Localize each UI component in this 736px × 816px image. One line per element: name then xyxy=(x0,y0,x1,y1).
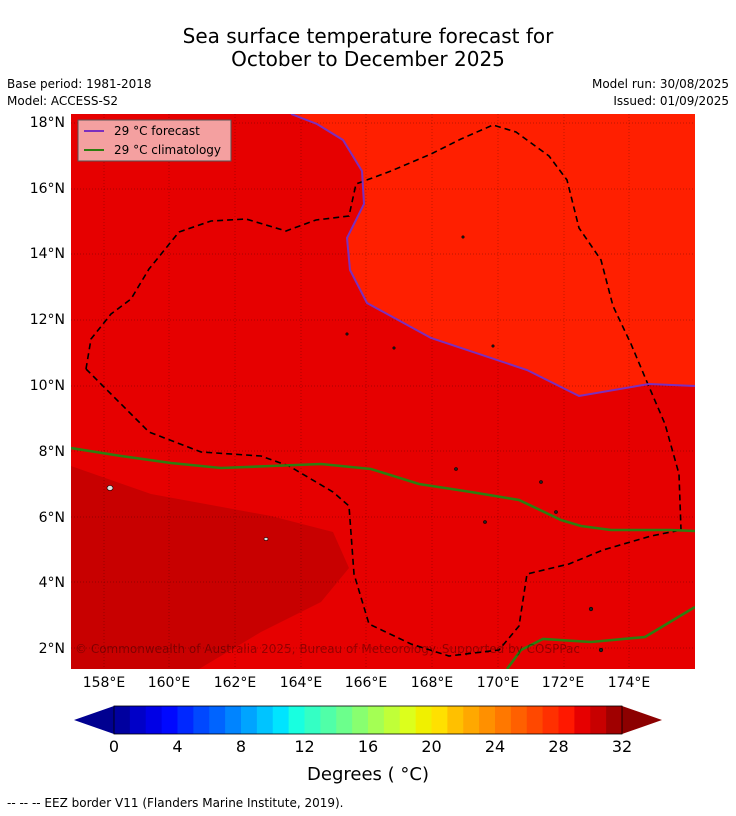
map-legend: 29 °C forecast 29 °C climatology xyxy=(77,119,232,162)
colorbar-segment xyxy=(241,706,258,734)
colorbar-segment xyxy=(415,706,433,734)
colorbar-segment xyxy=(606,706,623,734)
chart-title-line2: October to December 2025 xyxy=(231,47,505,71)
lon-tick-label: 172°E xyxy=(541,675,585,691)
lat-tick-label: 6°N xyxy=(38,510,65,526)
lat-tick-label: 8°N xyxy=(38,444,65,460)
colorbar-segment xyxy=(399,706,417,734)
lon-tick-label: 162°E xyxy=(213,675,257,691)
colorbar-segment xyxy=(336,706,353,734)
lat-tick-label: 14°N xyxy=(29,246,65,262)
lat-tick-label: 2°N xyxy=(38,641,65,657)
model-name: Model: ACCESS-S2 xyxy=(7,94,119,108)
colorbar-segment xyxy=(129,706,147,734)
colorbar-tick-label: 12 xyxy=(294,737,315,756)
lon-tick-label: 158°E xyxy=(82,675,126,691)
colorbar-segment xyxy=(447,706,464,734)
colorbar-segment xyxy=(383,706,401,734)
colorbar-segment xyxy=(193,706,210,734)
colorbar-tick-label: 28 xyxy=(548,737,569,756)
colorbar-segment xyxy=(558,706,575,734)
colorbar xyxy=(74,705,662,735)
colorbar-tick-label: 16 xyxy=(357,737,379,756)
eez-footnote: -- -- -- EEZ border V11 (Flanders Marine… xyxy=(7,796,344,810)
colorbar-tick-label: 4 xyxy=(172,737,183,756)
colorbar-title: Degrees ( °C) xyxy=(307,764,429,785)
legend-forecast-label: 29 °C forecast xyxy=(114,124,200,138)
sst-fill-cooler xyxy=(71,466,349,669)
colorbar-segment xyxy=(590,706,607,734)
colorbar-segment xyxy=(542,706,560,734)
colorbar-segment xyxy=(495,706,512,734)
colorbar-segment xyxy=(288,706,306,734)
base-period: Base period: 1981-2018 xyxy=(7,77,152,91)
forecast-29c-contour xyxy=(290,114,695,398)
islands xyxy=(106,235,604,653)
map-canvas: 29 °C forecast 29 °C climatology © Commo… xyxy=(71,114,695,669)
lon-tick-label: 160°E xyxy=(147,675,191,691)
lat-tick-label: 18°N xyxy=(29,115,65,131)
colorbar-segment xyxy=(352,706,369,734)
colorbar-under-arrow xyxy=(74,706,114,734)
lat-tick-label: 4°N xyxy=(38,575,65,591)
colorbar-segment xyxy=(256,706,274,734)
colorbar-segment xyxy=(145,706,163,734)
sst-map: 29 °C forecast 29 °C climatology © Commo… xyxy=(71,114,695,669)
gridlines xyxy=(71,114,695,669)
colorbar-segment xyxy=(479,706,496,734)
climatology-29c-contour xyxy=(71,446,695,533)
colorbar-segment xyxy=(431,706,448,734)
colorbar-segment xyxy=(209,706,226,734)
lon-tick-label: 168°E xyxy=(410,675,454,691)
colorbar-segment xyxy=(114,706,131,734)
colorbar-segments xyxy=(114,706,623,734)
colorbar-segment xyxy=(161,706,179,734)
colorbar-tick-label: 8 xyxy=(235,737,247,756)
legend-climatology-label: 29 °C climatology xyxy=(114,143,221,157)
issued-date: Issued: 01/09/2025 xyxy=(613,94,729,108)
colorbar-segment xyxy=(526,706,544,734)
colorbar-segment xyxy=(510,706,528,734)
lat-tick-label: 10°N xyxy=(29,378,65,394)
model-run: Model run: 30/08/2025 xyxy=(591,77,729,91)
colorbar-segment xyxy=(304,706,321,734)
sst-fill-hotter xyxy=(291,114,695,396)
lon-tick-label: 166°E xyxy=(344,675,388,691)
colorbar-segment xyxy=(177,706,194,734)
lon-tick-label: 170°E xyxy=(476,675,520,691)
chart-title-line1: Sea surface temperature forecast for xyxy=(182,24,554,48)
colorbar-segment xyxy=(368,706,385,734)
colorbar-tick-label: 32 xyxy=(611,737,633,756)
colorbar-segment xyxy=(320,706,337,734)
colorbar-tick-label: 24 xyxy=(484,737,506,756)
colorbar-segment xyxy=(574,706,591,734)
eez-borders xyxy=(85,124,682,657)
copyright-watermark: © Commonwealth of Australia 2025, Bureau… xyxy=(75,642,580,656)
lon-tick-label: 164°E xyxy=(279,675,323,691)
colorbar-over-arrow xyxy=(622,706,662,734)
lon-tick-label: 174°E xyxy=(607,675,651,691)
colorbar-segment xyxy=(272,706,290,734)
lat-tick-label: 12°N xyxy=(29,312,65,328)
climatology-29c-contour-south xyxy=(505,605,695,669)
colorbar-segment xyxy=(225,706,242,734)
colorbar-tick-label: 20 xyxy=(421,737,442,756)
lat-tick-label: 16°N xyxy=(29,181,65,197)
colorbar-segment xyxy=(463,706,480,734)
colorbar-tick-label: 0 xyxy=(108,737,120,756)
